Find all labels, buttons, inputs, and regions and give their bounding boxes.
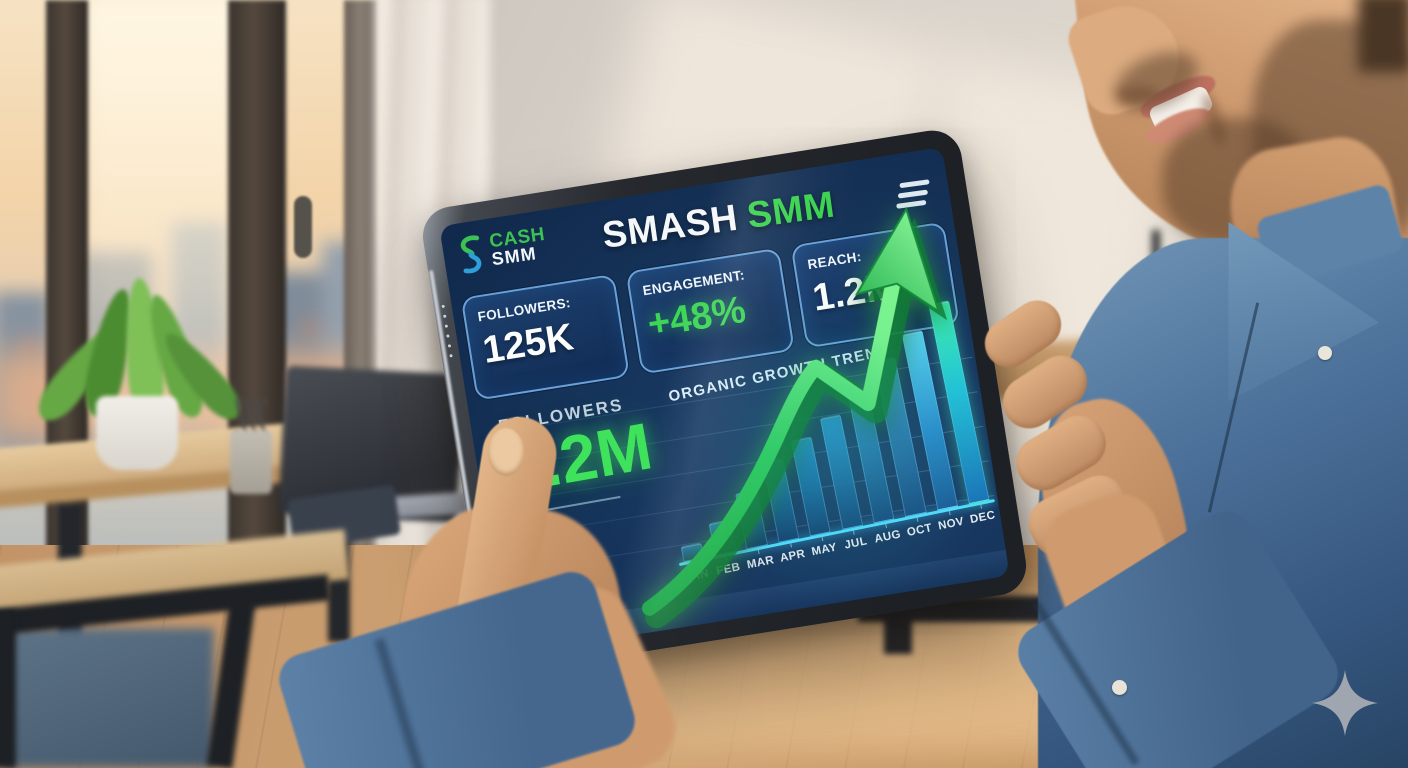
month-label-aug: AUG xyxy=(873,528,903,546)
man-hair xyxy=(1358,0,1408,72)
left-thumbnail xyxy=(488,428,524,476)
month-label-jul: JUL xyxy=(843,535,869,552)
chart-bar-mar xyxy=(735,489,768,550)
app-header: CASH SMM SMASH SMM xyxy=(440,160,952,287)
month-label-jan: JAN xyxy=(683,567,710,585)
month-label-mar: MAR xyxy=(745,554,776,572)
cash-smm-swirl-icon xyxy=(460,235,482,274)
month-label-apr: APR xyxy=(779,547,807,565)
cash-smm-logo: CASH SMM xyxy=(455,223,549,277)
hamburger-menu-icon[interactable] xyxy=(889,174,937,213)
stat-card-followers: FOLLOWERS: 125K xyxy=(460,273,631,401)
month-label-nov: NOV xyxy=(937,515,966,533)
month-label-may: MAY xyxy=(810,541,839,559)
city-light xyxy=(22,342,38,352)
cuff-button xyxy=(1112,680,1127,695)
plant-pot xyxy=(96,396,178,470)
month-label-feb: FEB xyxy=(715,561,742,578)
pen-cup xyxy=(230,430,272,494)
bench-frame xyxy=(0,610,16,768)
window-mullion xyxy=(228,0,286,600)
logo-line-smm: SMM xyxy=(490,243,538,270)
month-label-dec: DEC xyxy=(969,509,997,527)
sparkle-icon xyxy=(1312,670,1378,736)
month-label-oct: OCT xyxy=(905,522,934,539)
window-handle xyxy=(294,196,312,258)
shirt-button xyxy=(1318,346,1332,360)
logo-wordmark: CASH SMM xyxy=(488,224,548,270)
bench-glass-reflection xyxy=(4,628,214,768)
city-light xyxy=(302,322,318,332)
app-title-smm: SMM xyxy=(744,183,838,237)
chart-bar-feb xyxy=(708,519,736,556)
app-title-smash: SMASH xyxy=(599,196,741,256)
